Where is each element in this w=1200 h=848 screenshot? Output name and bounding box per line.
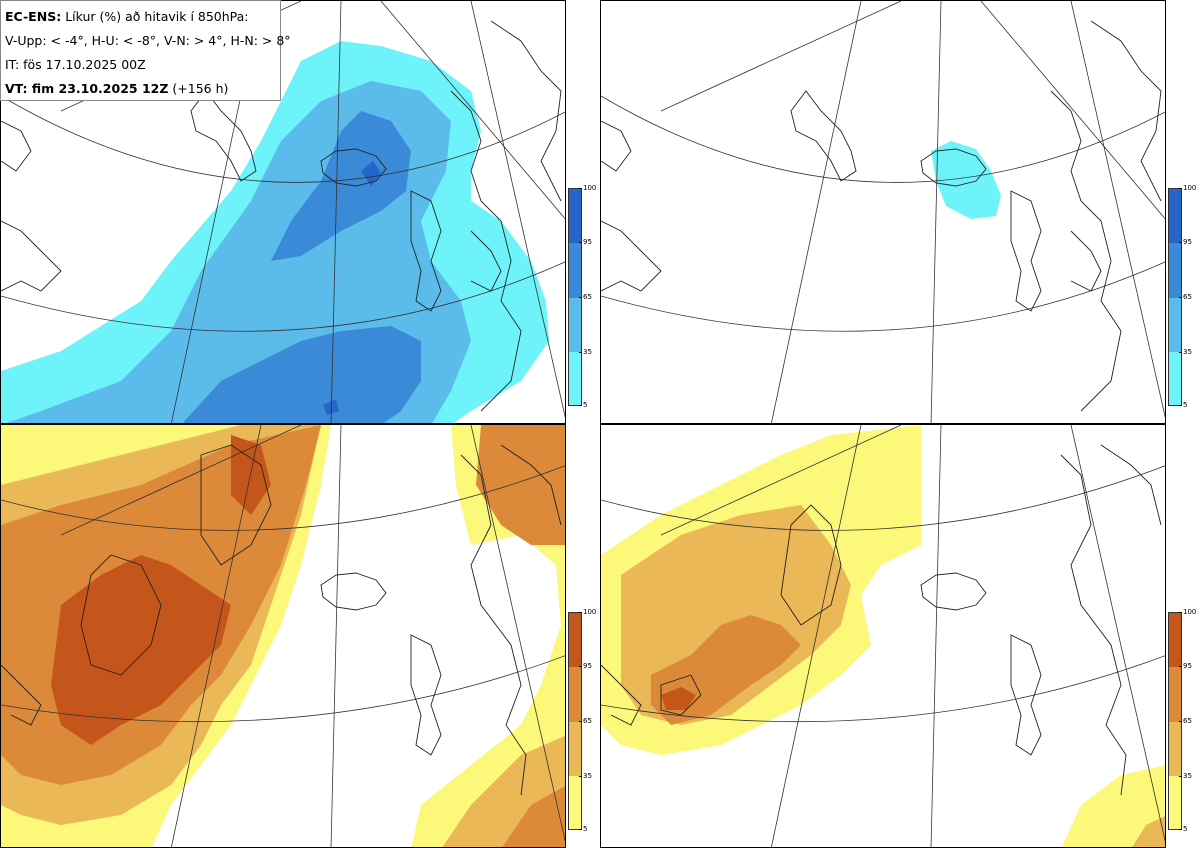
tick-100: 100: [578, 184, 597, 192]
map-panel-warm-4: [0, 424, 566, 848]
coastlines: [601, 20, 1162, 412]
valid-time-label: VT: fim 23.10.2025 12Z: [5, 81, 169, 96]
tick-100: 100: [578, 608, 597, 616]
thresholds-line: V-Upp: < -4°, H-U: < -8°, V-N: > 4°, H-N…: [5, 33, 291, 48]
tick-95: 95: [579, 662, 592, 670]
graticule: [1, 425, 565, 847]
tick-65: 65: [1179, 717, 1192, 725]
map-panel-cold-4: [0, 0, 566, 424]
map-panel-cold-8: [600, 0, 1166, 424]
model-label: EC-ENS:: [5, 9, 62, 24]
cold-8-probability-map: [601, 1, 1165, 423]
tick-65: 65: [579, 717, 592, 725]
title-line: EC-ENS: Líkur (%) að hitavik í 850hPa:: [5, 5, 276, 29]
tick-100: 100: [1178, 608, 1197, 616]
prob-95-area: [51, 555, 231, 745]
colorbar-warm-right: [1168, 612, 1182, 830]
map-info-box: EC-ENS: Líkur (%) að hitavik í 850hPa: V…: [0, 0, 291, 101]
prob-65-area-north: [271, 111, 411, 261]
warm-8-probability-map: [601, 425, 1165, 847]
tick-35: 35: [579, 772, 592, 780]
valid-time-line: VT: fim 23.10.2025 12Z (+156 h): [5, 77, 276, 101]
prob-95-spot: [361, 161, 381, 186]
prob-95-area-north: [231, 435, 271, 515]
tick-65: 65: [1179, 293, 1192, 301]
tick-95: 95: [1179, 662, 1192, 670]
prob-5-area-southeast: [1061, 765, 1165, 847]
coastlines: [1, 20, 562, 412]
tick-95: 95: [1179, 238, 1192, 246]
tick-95: 95: [579, 238, 592, 246]
coastlines: [1, 444, 562, 796]
cold-4-probability-map: [1, 1, 565, 423]
lead-time: (+156 h): [172, 81, 229, 96]
warm-4-probability-map: [1, 425, 565, 847]
tick-5: 5: [578, 825, 588, 833]
tick-5: 5: [578, 401, 588, 409]
tick-35: 35: [579, 348, 592, 356]
graticule: [601, 1, 1165, 423]
prob-65-area: [182, 326, 421, 423]
title-text: Líkur (%) að hitavik í 850hPa:: [65, 9, 249, 24]
graticule: [601, 425, 1165, 847]
prob-65-area-south: [502, 786, 565, 847]
map-panel-warm-8: [600, 424, 1166, 848]
tick-5: 5: [1178, 401, 1188, 409]
prob-35-area-southeast: [1132, 815, 1165, 847]
tick-35: 35: [1179, 348, 1192, 356]
tick-65: 65: [579, 293, 592, 301]
tick-100: 100: [1178, 184, 1197, 192]
prob-95-spot-south: [323, 399, 339, 415]
tick-5: 5: [1178, 825, 1188, 833]
coastlines: [601, 444, 1162, 796]
prob-95-area: [661, 687, 696, 710]
prob-65-area-east: [476, 425, 565, 545]
init-time-line: IT: fös 17.10.2025 00Z: [5, 57, 146, 72]
prob-5-area: [931, 141, 1001, 219]
tick-35: 35: [1179, 772, 1192, 780]
